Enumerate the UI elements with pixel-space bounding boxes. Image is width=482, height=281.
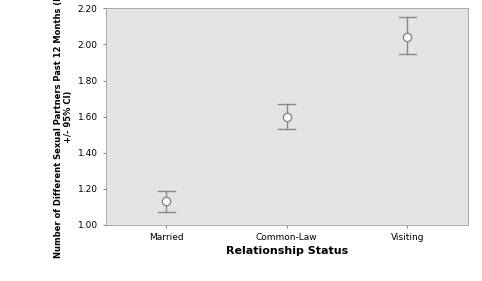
- X-axis label: Relationship Status: Relationship Status: [226, 246, 348, 256]
- Y-axis label: Number of Different Sexual Partners Past 12 Months (Mean
+/- 95% CI): Number of Different Sexual Partners Past…: [54, 0, 73, 258]
